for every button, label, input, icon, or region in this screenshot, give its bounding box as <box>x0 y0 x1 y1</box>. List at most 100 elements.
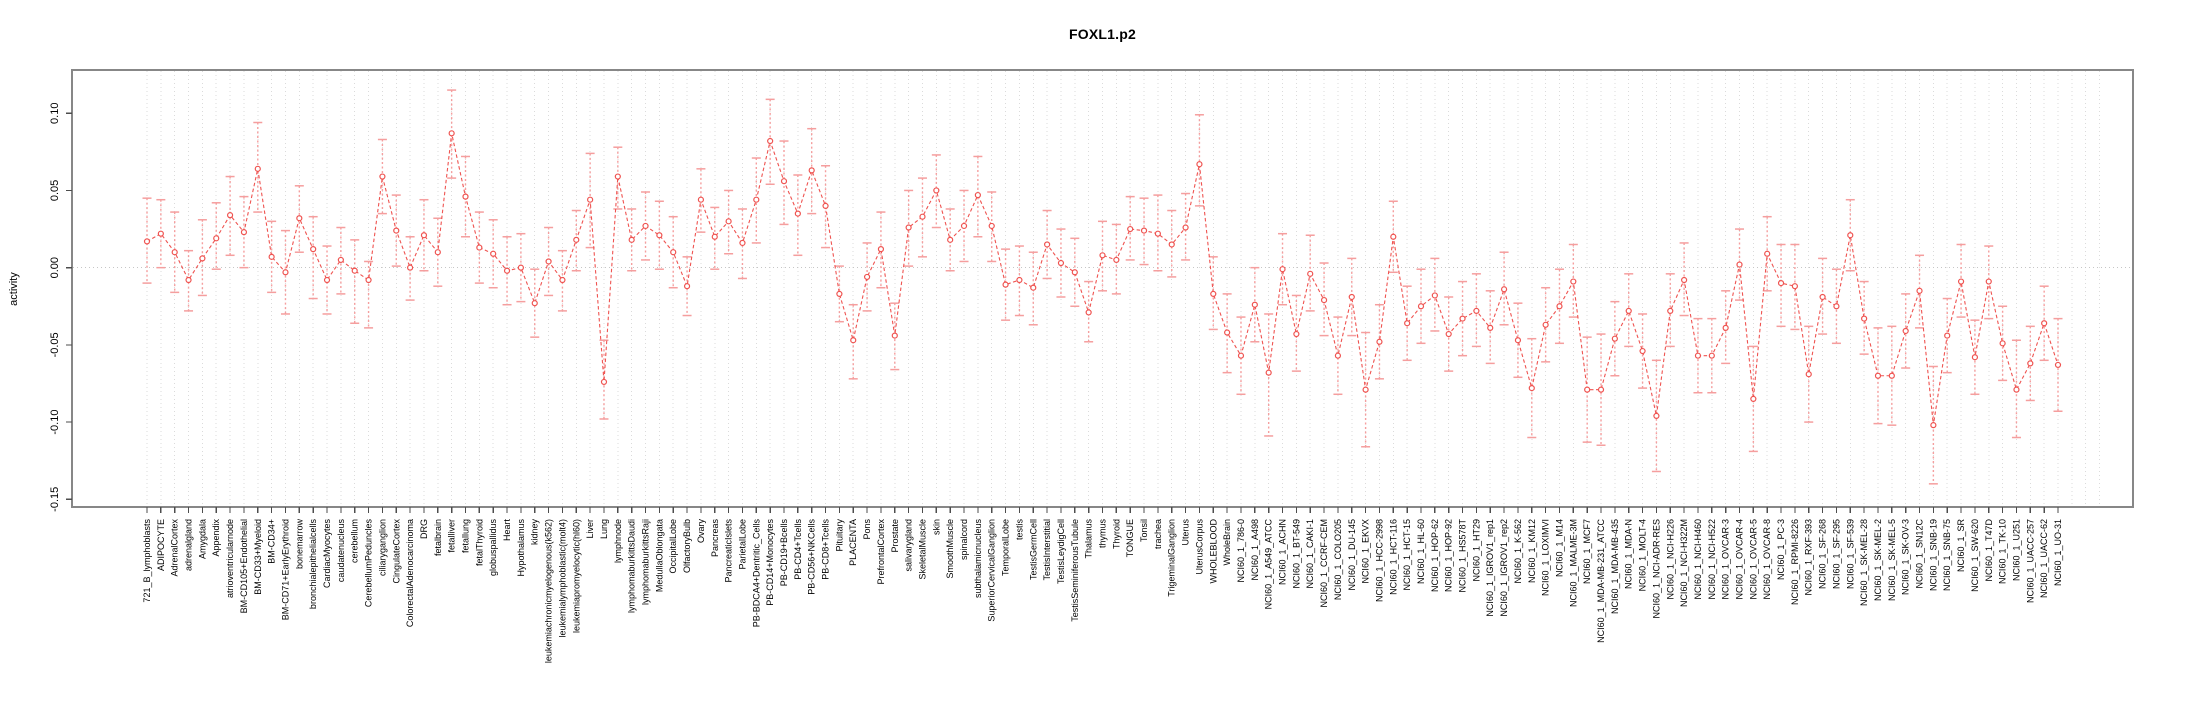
data-point-marker <box>1930 422 1937 429</box>
data-point-marker <box>1307 270 1314 277</box>
x-tick-label: NCI60_1_SR <box>1956 519 1966 573</box>
data-point-marker <box>1113 256 1120 264</box>
error-bar <box>474 211 484 284</box>
data-point-marker <box>434 249 441 256</box>
data-point-marker <box>1251 301 1258 308</box>
x-tick-label: NCI60_1_CCRF-CEM <box>1319 519 1329 608</box>
x-tick-label: NCI60_1_NCI-ADR-RES <box>1651 519 1661 619</box>
x-tick-label: PLACENTA <box>848 519 858 566</box>
data-point-marker <box>1002 281 1009 288</box>
x-tick-label: Lung <box>599 519 609 539</box>
x-tick-label: UterusCorpus <box>1194 519 1204 575</box>
x-tick-label: NCI60_1_HS578T <box>1458 519 1468 593</box>
data-point-marker <box>143 238 151 245</box>
error-bar <box>1735 228 1744 301</box>
y-tick-label: -0.15 <box>49 487 61 512</box>
data-point-marker <box>850 337 857 344</box>
data-point-marker <box>1362 386 1369 393</box>
data-point-marker <box>1348 293 1355 301</box>
x-tick-label: WHOLEBLOOD <box>1208 519 1218 584</box>
data-point-marker <box>545 258 552 265</box>
data-point-marker <box>1196 161 1203 168</box>
data-point-marker <box>2013 386 2020 393</box>
data-point-marker <box>628 236 635 243</box>
x-tick-label: NCI60_1_HCC-2998 <box>1374 519 1384 602</box>
error-bar <box>613 146 623 210</box>
x-tick-label: PrefrontalCortex <box>876 519 886 585</box>
data-point-marker <box>1639 347 1646 355</box>
x-tick-label: TestisLeydigCell <box>1056 519 1066 584</box>
x-tick-label: BM-CD34+ <box>267 519 277 564</box>
x-tick-label: TestisInterstitial <box>1042 519 1052 581</box>
error-bar <box>654 200 664 270</box>
error-bar <box>737 208 747 280</box>
x-tick-label: lymphomaburkittsRaji <box>641 519 651 605</box>
data-point-marker <box>503 267 511 274</box>
x-tick-label: CardiacMyocytes <box>322 519 332 589</box>
x-tick-label: 721_B_lymphoblasts <box>142 519 152 603</box>
data-point-marker <box>974 191 981 199</box>
error-bar <box>170 211 180 294</box>
x-tick-label: ADIPOCYTE <box>156 519 166 571</box>
x-tick-label: lymphomaburkittsDaudi <box>627 519 637 613</box>
x-tick-label: NCI60_1_UO-31 <box>2053 519 2063 586</box>
x-tick-label: NCI60_1_SK-OV-3 <box>1901 519 1911 595</box>
error-bar <box>1527 337 1537 439</box>
data-point-marker <box>1168 241 1175 248</box>
data-point-marker <box>226 212 234 219</box>
data-point-marker <box>1224 329 1231 336</box>
error-bar <box>1361 331 1371 448</box>
x-tick-label: NCI60_1_SN12C <box>1915 519 1925 589</box>
error-bar <box>1388 200 1398 274</box>
x-tick-label: MedullaOblongata <box>654 519 664 592</box>
x-tick-label: NCI60_1_OVCAR-4 <box>1735 519 1745 600</box>
x-tick-label: PB-CD4+Tcells <box>793 519 803 580</box>
data-point-marker <box>1764 250 1771 257</box>
data-point-marker <box>1514 337 1522 344</box>
x-tick-label: NCI60_1_DU-145 <box>1347 519 1357 591</box>
x-tick-label: Ovary <box>696 519 706 544</box>
y-tick-label: 0.05 <box>49 180 61 201</box>
error-bar <box>350 239 360 324</box>
data-point-marker <box>1071 269 1078 276</box>
data-point-marker <box>960 222 968 230</box>
x-tick-label: fetalliver <box>447 519 457 553</box>
x-tick-label: TrigeminalGanglion <box>1167 519 1177 597</box>
x-tick-label: NCI60_1_HL-60 <box>1416 519 1426 584</box>
x-tick-label: ciliaryganglion <box>377 519 387 576</box>
error-bar <box>641 191 651 261</box>
error-bar <box>627 208 637 272</box>
x-tick-label: NCI60_1_M14 <box>1554 519 1564 577</box>
x-tick-label: Thyroid <box>1111 519 1121 549</box>
y-tick-label: 0.10 <box>49 103 61 124</box>
data-point-marker <box>656 232 663 239</box>
x-tick-label: NCI60_1_IGROV1_rep1 <box>1485 519 1495 617</box>
data-point-marker <box>1625 307 1632 314</box>
error-bar <box>1056 228 1066 298</box>
error-bar <box>1070 237 1080 308</box>
error-bar <box>917 177 927 258</box>
data-point-marker <box>1417 303 1425 310</box>
error-bar <box>571 209 581 272</box>
x-tick-label: fetalThyroid <box>474 519 484 566</box>
x-tick-label: Amygdala <box>197 519 207 559</box>
data-point-marker <box>185 276 192 284</box>
data-point-marker <box>337 256 344 264</box>
x-tick-label: TestisGermCell <box>1028 519 1038 580</box>
data-point-marker <box>1722 324 1729 331</box>
data-point-marker <box>1708 352 1715 359</box>
error-bar <box>267 220 277 294</box>
error-bar <box>710 206 720 270</box>
data-point-marker <box>1265 369 1272 376</box>
data-point-marker <box>1819 293 1826 301</box>
x-tick-label: NCI60_1_OVCAR-3 <box>1721 519 1731 600</box>
chart-title: FOXL1.p2 <box>1069 26 1136 42</box>
data-point-marker <box>1971 354 1979 361</box>
data-point-marker <box>1140 227 1148 234</box>
x-tick-label: TestisSeminiferousTubule <box>1070 519 1080 622</box>
x-tick-label: NCI60_1_SW-620 <box>1970 519 1980 592</box>
data-point-marker <box>1016 276 1023 284</box>
error-bar <box>1084 280 1094 343</box>
y-tick-label: -0.10 <box>49 410 61 435</box>
x-tick-label: NCI60_1_T47D <box>1984 519 1994 582</box>
